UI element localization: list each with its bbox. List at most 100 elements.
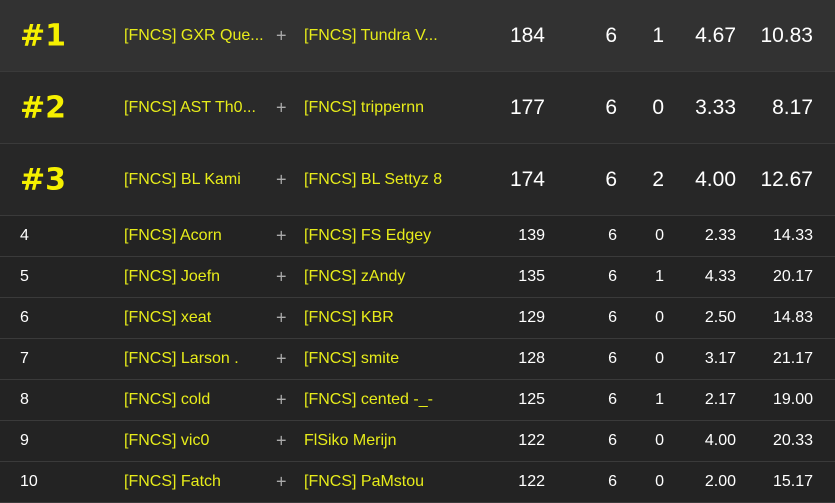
player-1-name: [FNCS] Larson .: [124, 350, 239, 367]
avg-elims: 2.17: [704, 391, 736, 408]
matches: 6: [605, 167, 617, 191]
separator: +: [276, 348, 287, 369]
player-2-name: [FNCS] KBR: [304, 309, 394, 326]
player-2-name: [FNCS] FS Edgey: [304, 227, 432, 244]
avg-placement: 14.33: [772, 227, 813, 244]
wins: 0: [655, 432, 664, 449]
points: 125: [518, 391, 545, 408]
wins: 0: [655, 473, 664, 490]
player-2-name: [FNCS] trippernn: [304, 98, 425, 116]
rank: 6: [20, 309, 29, 326]
avg-placement: 14.83: [772, 309, 813, 326]
matches: 6: [605, 23, 617, 47]
rank: #1: [20, 18, 67, 53]
wins: 0: [655, 227, 664, 244]
wins: 1: [655, 391, 664, 408]
rank: 10: [20, 473, 38, 490]
player-1-name: [FNCS] Acorn: [124, 227, 222, 244]
wins: 0: [655, 309, 664, 326]
player-1-name: [FNCS] Fatch: [124, 473, 221, 490]
points: 177: [509, 95, 545, 119]
avg-placement: 21.17: [772, 350, 813, 367]
wins: 0: [652, 95, 664, 119]
points: 135: [518, 268, 545, 285]
matches: 6: [608, 350, 617, 367]
wins: 0: [655, 350, 664, 367]
wins: 1: [652, 23, 664, 47]
points: 128: [518, 350, 545, 367]
avg-elims: 4.00: [695, 167, 736, 191]
points: 184: [509, 23, 545, 47]
matches: 6: [608, 473, 617, 490]
avg-placement: 15.17: [772, 473, 813, 490]
matches: 6: [608, 391, 617, 408]
rank: 5: [20, 268, 29, 285]
leaderboard-row: 6 [FNCS] xeat + [FNCS] KBR 129 6 0 2.50 14.83: [0, 298, 835, 339]
separator: +: [276, 389, 287, 410]
player-1-name: [FNCS] vic0: [124, 432, 210, 449]
player-2-name: FlSiko Merijn: [304, 432, 397, 449]
avg-placement: 8.17: [772, 95, 813, 119]
leaderboard-row: 7 [FNCS] Larson . + [FNCS] smite 128 6 0 3.17 21…: [0, 339, 835, 380]
player-2-name: [FNCS] zAndy: [304, 268, 406, 285]
separator: +: [276, 225, 287, 246]
points: 139: [518, 227, 545, 244]
player-2-name: [FNCS] BL Settyz 8: [304, 170, 443, 188]
avg-elims: 3.17: [704, 350, 736, 367]
matches: 6: [608, 309, 617, 326]
wins: 1: [655, 268, 664, 285]
rank: 9: [20, 432, 29, 449]
avg-elims: 4.00: [704, 432, 736, 449]
player-2-name: [FNCS] cented -_-: [304, 391, 433, 408]
avg-elims: 3.33: [695, 95, 736, 119]
rank: 7: [20, 350, 29, 367]
separator: +: [276, 430, 287, 451]
avg-elims: 4.67: [695, 23, 736, 47]
player-1-name: [FNCS] Joefn: [124, 268, 221, 285]
avg-placement: 20.17: [772, 268, 813, 285]
separator: +: [276, 97, 287, 117]
matches: 6: [605, 95, 617, 119]
leaderboard-row: 10 [FNCS] Fatch + [FNCS] PaMstou 122 6 0 2.00 15…: [0, 462, 835, 503]
leaderboard-row: #3 [FNCS] BL Kami + [FNCS] BL Settyz 8 174 6 2…: [0, 144, 835, 216]
leaderboard-row: 4 [FNCS] Acorn + [FNCS] FS Edgey 139 6 0 2.33 14…: [0, 216, 835, 257]
wins: 2: [652, 167, 664, 191]
leaderboard-row: #1 [FNCS] GXR Que... + [FNCS] Tundra V... 18…: [0, 0, 835, 72]
points: 122: [518, 432, 545, 449]
avg-elims: 4.33: [704, 268, 736, 285]
player-2-name: [FNCS] Tundra V...: [304, 26, 438, 44]
player-1-name: [FNCS] xeat: [124, 309, 212, 326]
player-2-name: [FNCS] PaMstou: [304, 473, 425, 490]
player-1-name: [FNCS] BL Kami: [124, 170, 241, 188]
rank: #2: [20, 90, 67, 125]
matches: 6: [608, 227, 617, 244]
leaderboard-row: 9 [FNCS] vic0 + FlSiko Merijn 122 6 0 4.00 20.33: [0, 421, 835, 462]
separator: +: [276, 307, 287, 328]
separator: +: [276, 471, 287, 492]
avg-elims: 2.00: [704, 473, 736, 490]
avg-placement: 19.00: [772, 391, 813, 408]
rank: #3: [20, 162, 67, 197]
rank: 4: [20, 227, 29, 244]
player-1-name: [FNCS] GXR Que...: [124, 26, 264, 44]
avg-placement: 10.83: [760, 23, 813, 47]
leaderboard-row: #2 [FNCS] AST Th0... + [FNCS] trippernn 177 6…: [0, 72, 835, 144]
avg-elims: 2.50: [704, 309, 736, 326]
points: 122: [518, 473, 545, 490]
avg-placement: 20.33: [772, 432, 813, 449]
separator: +: [276, 266, 287, 287]
points: 174: [509, 167, 545, 191]
separator: +: [276, 25, 287, 45]
avg-placement: 12.67: [760, 167, 813, 191]
matches: 6: [608, 268, 617, 285]
player-1-name: [FNCS] AST Th0...: [124, 98, 256, 116]
matches: 6: [608, 432, 617, 449]
leaderboard-row: 8 [FNCS] cold + [FNCS] cented -_- 125 6 1 2.17 1…: [0, 380, 835, 421]
points: 129: [518, 309, 545, 326]
player-1-name: [FNCS] cold: [124, 391, 211, 408]
player-2-name: [FNCS] smite: [304, 350, 400, 367]
leaderboard-row: 5 [FNCS] Joefn + [FNCS] zAndy 135 6 1 4.33 20.17: [0, 257, 835, 298]
separator: +: [276, 169, 287, 189]
avg-elims: 2.33: [704, 227, 736, 244]
